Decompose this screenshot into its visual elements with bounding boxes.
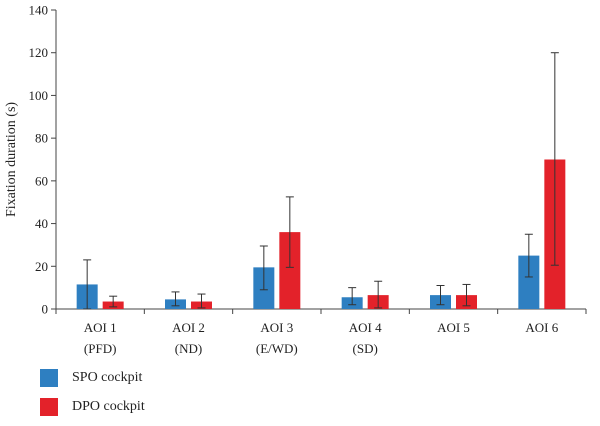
y-tick-label: 60 xyxy=(35,173,48,188)
x-tick-label: AOI 6 xyxy=(525,320,558,335)
y-tick-label: 0 xyxy=(42,302,49,317)
y-tick-label: 120 xyxy=(29,45,49,60)
x-tick-label: AOI 2 xyxy=(172,320,205,335)
x-tick-label: (ND) xyxy=(175,341,202,356)
error-bars xyxy=(83,52,559,310)
bars xyxy=(76,159,566,309)
x-tick-label: AOI 4 xyxy=(349,320,382,335)
y-tick-label: 100 xyxy=(29,88,49,103)
legend-swatch-spo xyxy=(40,369,58,387)
legend-swatch-dpo xyxy=(40,398,58,416)
x-tick-label: (PFD) xyxy=(84,341,117,356)
x-tick-label: (SD) xyxy=(353,341,378,356)
x-tick-label: AOI 1 xyxy=(84,320,117,335)
x-axis: AOI 1 (PFD) AOI 2 (ND) AOI 3 (E/WD) AOI 4 (SD) A… xyxy=(55,308,587,356)
y-tick-label: 20 xyxy=(35,259,48,274)
x-tick-label: (E/WD) xyxy=(256,341,298,356)
y-axis: 0 20 40 60 80 100 120 140 xyxy=(29,3,57,317)
legend-item-spo: SPO cockpit xyxy=(40,368,145,388)
legend-item-dpo: DPO cockpit xyxy=(40,397,145,417)
y-tick-label: 80 xyxy=(35,131,48,146)
legend: SPO cockpit DPO cockpit xyxy=(40,368,145,426)
x-tick-label: AOI 5 xyxy=(437,320,470,335)
bar-dpo xyxy=(279,232,301,309)
y-tick-label: 40 xyxy=(35,216,48,231)
y-tick-label: 140 xyxy=(29,3,49,18)
legend-label-dpo: DPO cockpit xyxy=(72,399,145,414)
legend-label-spo: SPO cockpit xyxy=(72,370,143,385)
x-tick-label: AOI 3 xyxy=(260,320,293,335)
bar-spo xyxy=(518,255,540,309)
y-axis-title: Fixation duration (s) xyxy=(4,102,19,217)
